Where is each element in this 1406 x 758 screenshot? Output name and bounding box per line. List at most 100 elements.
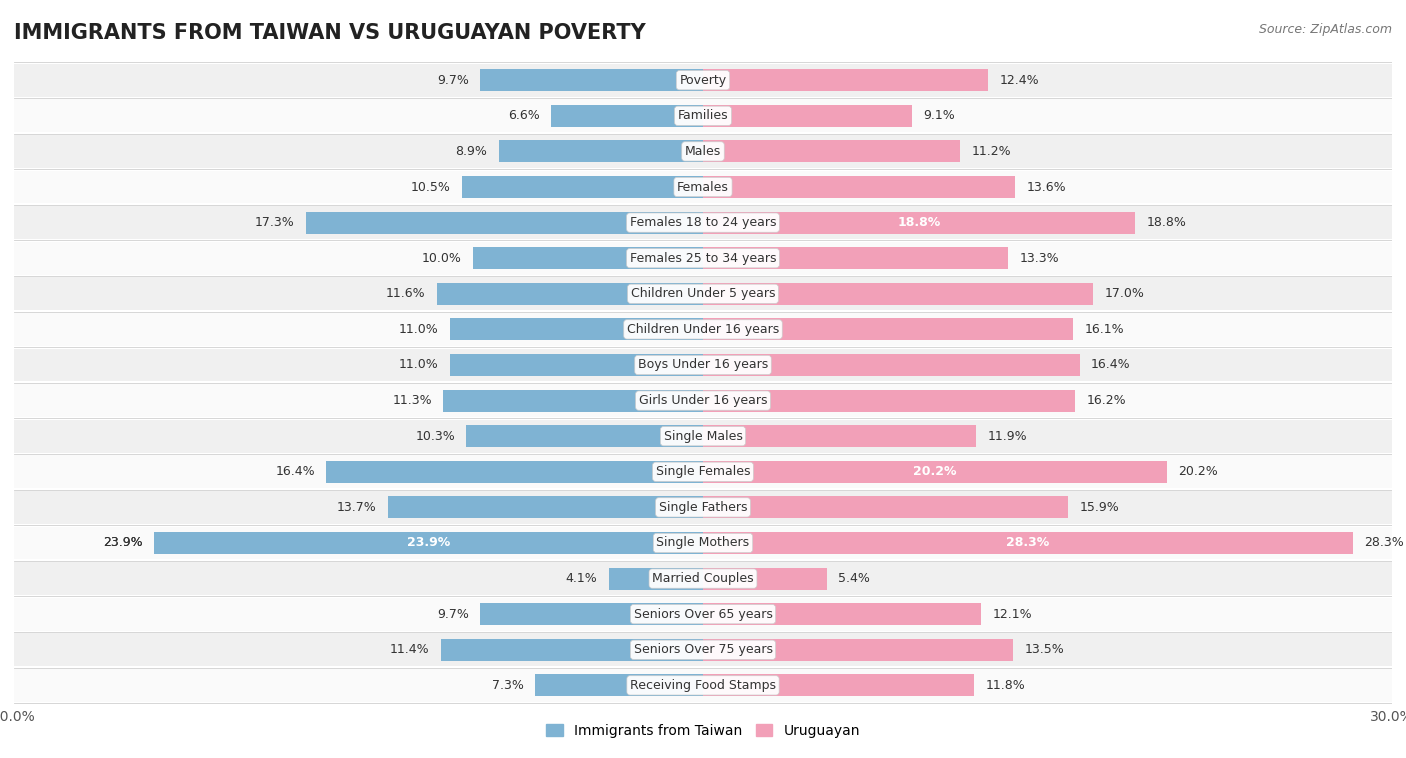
Bar <box>703 568 827 590</box>
Text: 12.1%: 12.1% <box>993 608 1032 621</box>
Bar <box>14 242 1392 274</box>
Bar <box>441 639 703 661</box>
Bar <box>14 64 1392 96</box>
Text: 13.6%: 13.6% <box>1026 180 1066 193</box>
Bar <box>474 247 703 269</box>
Text: 28.3%: 28.3% <box>1007 537 1049 550</box>
Text: Married Couples: Married Couples <box>652 572 754 585</box>
Bar <box>703 140 960 162</box>
Text: Females 18 to 24 years: Females 18 to 24 years <box>630 216 776 229</box>
Bar <box>14 99 1392 132</box>
Bar <box>305 211 703 233</box>
Text: 5.4%: 5.4% <box>838 572 870 585</box>
Text: Females: Females <box>678 180 728 193</box>
Bar <box>467 425 703 447</box>
Bar <box>14 598 1392 631</box>
Bar <box>703 105 912 127</box>
Bar <box>14 634 1392 666</box>
Bar <box>14 562 1392 595</box>
Text: 11.9%: 11.9% <box>988 430 1028 443</box>
Text: 8.9%: 8.9% <box>456 145 486 158</box>
Bar <box>14 527 1392 559</box>
Text: 9.7%: 9.7% <box>437 608 468 621</box>
Text: 23.9%: 23.9% <box>406 537 450 550</box>
Bar <box>703 461 1167 483</box>
Bar <box>703 69 988 91</box>
Text: Receiving Food Stamps: Receiving Food Stamps <box>630 679 776 692</box>
Text: Girls Under 16 years: Girls Under 16 years <box>638 394 768 407</box>
Text: 11.6%: 11.6% <box>385 287 425 300</box>
Bar <box>703 211 1135 233</box>
Text: Single Mothers: Single Mothers <box>657 537 749 550</box>
Text: Males: Males <box>685 145 721 158</box>
Legend: Immigrants from Taiwan, Uruguayan: Immigrants from Taiwan, Uruguayan <box>540 718 866 743</box>
Bar <box>461 176 703 198</box>
Bar <box>609 568 703 590</box>
Text: 15.9%: 15.9% <box>1080 501 1119 514</box>
Bar <box>703 425 976 447</box>
Bar <box>437 283 703 305</box>
Text: 17.0%: 17.0% <box>1105 287 1144 300</box>
Text: Children Under 5 years: Children Under 5 years <box>631 287 775 300</box>
Bar <box>703 283 1094 305</box>
Bar <box>703 354 1080 376</box>
Bar <box>388 496 703 518</box>
Bar <box>703 532 1353 554</box>
Bar <box>703 603 981 625</box>
Bar <box>14 384 1392 417</box>
Bar <box>14 349 1392 381</box>
Bar <box>450 318 703 340</box>
Text: 16.4%: 16.4% <box>276 465 315 478</box>
Text: 4.1%: 4.1% <box>565 572 598 585</box>
Text: 16.4%: 16.4% <box>1091 359 1130 371</box>
Text: 10.3%: 10.3% <box>415 430 456 443</box>
Text: 13.5%: 13.5% <box>1025 644 1064 656</box>
Text: 13.7%: 13.7% <box>337 501 377 514</box>
Bar <box>14 277 1392 310</box>
Text: IMMIGRANTS FROM TAIWAN VS URUGUAYAN POVERTY: IMMIGRANTS FROM TAIWAN VS URUGUAYAN POVE… <box>14 23 645 42</box>
Bar <box>703 247 1008 269</box>
Text: 9.1%: 9.1% <box>924 109 955 122</box>
Text: 11.4%: 11.4% <box>389 644 430 656</box>
Text: 20.2%: 20.2% <box>912 465 956 478</box>
Text: Children Under 16 years: Children Under 16 years <box>627 323 779 336</box>
Bar <box>14 206 1392 239</box>
Bar <box>703 496 1069 518</box>
Text: Poverty: Poverty <box>679 74 727 86</box>
Text: 11.2%: 11.2% <box>972 145 1011 158</box>
Bar <box>703 176 1015 198</box>
Text: 13.3%: 13.3% <box>1019 252 1060 265</box>
Text: 16.2%: 16.2% <box>1087 394 1126 407</box>
Bar <box>326 461 703 483</box>
Text: Families: Families <box>678 109 728 122</box>
Bar <box>14 171 1392 203</box>
Text: 11.0%: 11.0% <box>399 323 439 336</box>
Text: 10.5%: 10.5% <box>411 180 450 193</box>
Bar <box>14 456 1392 488</box>
Text: 11.3%: 11.3% <box>392 394 432 407</box>
Text: Single Females: Single Females <box>655 465 751 478</box>
Text: 23.9%: 23.9% <box>103 537 142 550</box>
Bar <box>14 669 1392 702</box>
Bar <box>551 105 703 127</box>
Bar <box>481 603 703 625</box>
Text: Seniors Over 65 years: Seniors Over 65 years <box>634 608 772 621</box>
Text: 18.8%: 18.8% <box>897 216 941 229</box>
Text: 20.2%: 20.2% <box>1178 465 1218 478</box>
Bar <box>536 675 703 697</box>
Bar <box>703 639 1012 661</box>
Text: 23.9%: 23.9% <box>103 537 142 550</box>
Bar <box>14 313 1392 346</box>
Bar <box>450 354 703 376</box>
Bar <box>14 135 1392 168</box>
Text: 10.0%: 10.0% <box>422 252 461 265</box>
Text: Source: ZipAtlas.com: Source: ZipAtlas.com <box>1258 23 1392 36</box>
Text: 9.7%: 9.7% <box>437 74 468 86</box>
Text: 17.3%: 17.3% <box>254 216 294 229</box>
Bar <box>703 390 1076 412</box>
Bar <box>155 532 703 554</box>
Text: 11.8%: 11.8% <box>986 679 1025 692</box>
Text: 7.3%: 7.3% <box>492 679 524 692</box>
Bar <box>499 140 703 162</box>
Text: Single Fathers: Single Fathers <box>659 501 747 514</box>
